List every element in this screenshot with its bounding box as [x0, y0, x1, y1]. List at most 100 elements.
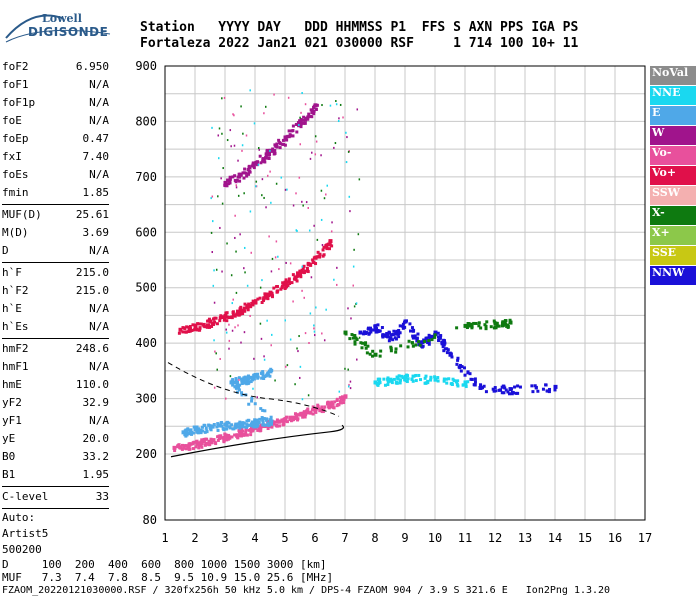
echo-trace — [290, 415, 294, 419]
echo-speckle — [219, 226, 221, 229]
echo-speckle — [313, 324, 315, 327]
echo-trace — [187, 330, 191, 334]
echo-trace — [246, 308, 250, 312]
echo-speckle — [352, 284, 354, 287]
echo-speckle — [235, 186, 238, 189]
echo-trace — [369, 330, 373, 334]
echo-trace — [247, 381, 251, 385]
echo-point — [172, 445, 177, 450]
echo-trace — [301, 267, 305, 271]
echo-trace — [228, 181, 232, 185]
x-tick-label: 13 — [518, 531, 532, 545]
echo-trace — [455, 326, 459, 330]
echo-trace — [220, 315, 224, 319]
echo-trace — [261, 408, 265, 412]
echo-trace — [258, 296, 262, 300]
echo-trace — [440, 342, 444, 346]
echo-trace — [282, 142, 286, 146]
echo-trace — [250, 399, 254, 403]
echo-trace — [503, 319, 507, 323]
echo-point — [208, 424, 213, 429]
echo-speckle — [259, 322, 262, 325]
echo-trace — [383, 334, 387, 338]
echo-speckle — [243, 267, 245, 270]
echo-trace — [261, 423, 265, 427]
echo-point — [328, 239, 333, 244]
echo-trace — [364, 346, 368, 350]
echo-trace — [200, 425, 204, 429]
echo-trace — [244, 428, 248, 432]
echo-trace — [303, 121, 307, 125]
echo-trace — [264, 295, 268, 299]
echo-speckle — [217, 195, 219, 198]
echo-trace — [205, 430, 209, 434]
echo-trace — [200, 445, 204, 449]
logo-line2: DIGISONDE — [28, 25, 109, 39]
echo-trace — [339, 401, 343, 405]
echo-trace — [302, 115, 306, 119]
echo-trace — [314, 262, 318, 266]
echo-trace — [321, 248, 325, 252]
echo-trace — [199, 431, 203, 435]
echo-trace — [339, 397, 343, 401]
parameter-panel: foF2 6.950 foF1 N/A foF1p N/A foE N/A foEp 0.47 fx… — [2, 58, 109, 558]
echo-speckle — [232, 113, 234, 116]
echo-trace — [242, 306, 246, 310]
echo-trace — [366, 327, 370, 331]
echo-trace — [500, 324, 504, 328]
echo-trace — [255, 418, 259, 422]
echo-speckle — [315, 306, 317, 309]
echo-trace — [482, 384, 486, 388]
echo-trace — [516, 391, 520, 395]
param-value: 215.0 — [75, 284, 109, 297]
echo-speckle — [347, 150, 350, 153]
echo-trace — [454, 379, 458, 383]
echo-speckle — [300, 111, 302, 114]
echo-trace — [414, 373, 418, 377]
echo-speckle — [250, 251, 253, 254]
echo-trace — [394, 347, 398, 351]
echo-trace — [395, 375, 399, 379]
echo-speckle — [233, 114, 235, 117]
echo-speckle — [232, 298, 234, 301]
echo-speckle — [221, 97, 223, 100]
digisonde-logo: Lowell DIGISONDE — [2, 4, 112, 46]
logo-mark-icon — [5, 14, 111, 43]
echo-trace — [302, 264, 306, 268]
footer-row-distance: D 100 200 400 600 800 1000 1500 3000 [km… — [2, 558, 327, 571]
echo-trace — [204, 437, 208, 441]
echo-trace — [246, 418, 250, 422]
echo-trace — [196, 322, 200, 326]
echo-trace — [183, 326, 187, 330]
echo-trace — [190, 432, 194, 436]
echo-trace — [469, 377, 473, 381]
echo-trace — [204, 426, 208, 430]
echo-trace — [271, 147, 275, 151]
x-tick-label: 7 — [341, 531, 348, 545]
param-key: hmF1 — [2, 360, 29, 373]
echo-trace — [413, 336, 417, 340]
param-row: hmF2 248.6 — [2, 340, 109, 358]
legend-item-vo: Vo+ — [650, 166, 696, 185]
echo-trace — [501, 320, 505, 324]
echo-speckle — [263, 355, 265, 358]
x-tick-label: 9 — [401, 531, 408, 545]
echo-trace — [249, 430, 253, 434]
x-tick-label: 16 — [608, 531, 622, 545]
echo-trace — [312, 260, 316, 264]
echo-trace — [256, 428, 260, 432]
echo-trace — [195, 430, 199, 434]
echo-trace — [410, 326, 414, 330]
echo-speckle — [320, 189, 323, 192]
echo-speckle — [243, 192, 245, 195]
echo-trace — [299, 275, 303, 279]
echo-trace — [285, 420, 289, 424]
echo-speckle — [289, 338, 292, 341]
echo-trace — [263, 292, 267, 296]
param-row: B1 1.95 — [2, 466, 109, 484]
param-separator — [2, 204, 109, 205]
echo-trace — [442, 377, 446, 381]
echo-speckle — [216, 368, 218, 371]
echo-trace — [394, 337, 398, 341]
echo-speckle — [335, 103, 338, 106]
